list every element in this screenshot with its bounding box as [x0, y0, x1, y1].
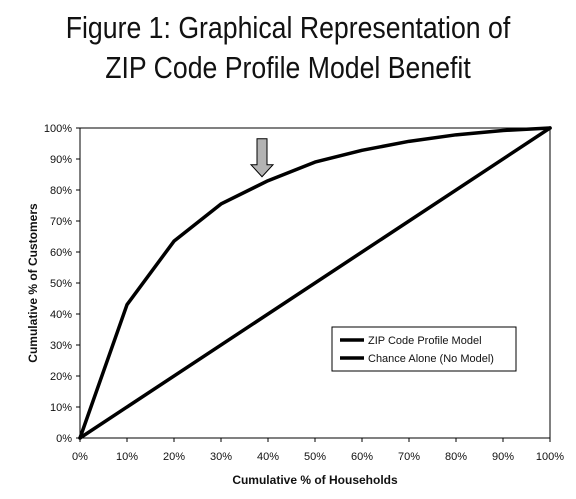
x-tick-label: 40% [257, 451, 279, 463]
series-2-point [548, 126, 552, 130]
series-1-point [501, 129, 505, 132]
y-tick-label: 50% [50, 278, 72, 290]
series-1-point [125, 303, 129, 306]
series-1-point [266, 179, 270, 182]
series-2-point [78, 436, 82, 440]
x-axis-ticks: 0% 10% 20% 30% 40% 50% 60% 70% 80% 90% 100% [72, 438, 564, 463]
series-layer [78, 126, 552, 440]
x-tick-label: 0% [72, 451, 88, 463]
chart-title-line-2: ZIP Code Profile Model Benefit [105, 50, 471, 85]
x-tick-label: 30% [210, 451, 232, 463]
y-tick-label: 10% [50, 402, 72, 414]
chart-title-line-1: Figure 1: Graphical Representation of [65, 10, 511, 45]
x-tick-label: 80% [445, 451, 467, 463]
legend-entry-label: ZIP Code Profile Model [368, 335, 482, 347]
y-axis-title: Cumulative % of Customers [26, 203, 40, 363]
x-tick-label: 90% [492, 451, 514, 463]
x-tick-label: 60% [351, 451, 373, 463]
legend-box [331, 326, 517, 372]
y-tick-label: 60% [50, 247, 72, 259]
y-tick-label: 90% [50, 154, 72, 166]
x-tick-label: 50% [304, 451, 326, 463]
y-tick-label: 70% [50, 216, 72, 228]
x-axis-title: Cumulative % of Households [232, 473, 398, 487]
chart-title: Figure 1: Graphical Representation of ZI… [40, 8, 535, 88]
series-line-2 [78, 126, 552, 440]
series-1-point [407, 140, 411, 143]
series-1-point [313, 160, 317, 164]
series-1-point [219, 202, 223, 206]
series-1-point [172, 239, 176, 243]
y-tick-label: 100% [44, 123, 72, 135]
legend: ZIP Code Profile Model Chance Alone (No M… [331, 326, 517, 372]
x-tick-label: 20% [163, 451, 185, 463]
y-tick-label: 80% [50, 185, 72, 197]
x-tick-label: 10% [116, 451, 138, 463]
x-tick-label: 100% [536, 451, 564, 463]
legend-entry-label: Chance Alone (No Model) [368, 353, 494, 365]
y-axis-ticks: 0% 10% 20% 30% 40% 50% 60% 70% 80% 90% 100% [44, 123, 80, 445]
series-1-point [454, 133, 458, 137]
y-tick-label: 20% [50, 371, 72, 383]
y-tick-label: 40% [50, 309, 72, 321]
series-1-point [360, 149, 364, 152]
y-tick-label: 30% [50, 340, 72, 352]
x-tick-label: 70% [398, 451, 420, 463]
annotation-arrow [249, 138, 275, 178]
annotation-layer [249, 138, 275, 178]
y-tick-label: 0% [56, 433, 72, 445]
